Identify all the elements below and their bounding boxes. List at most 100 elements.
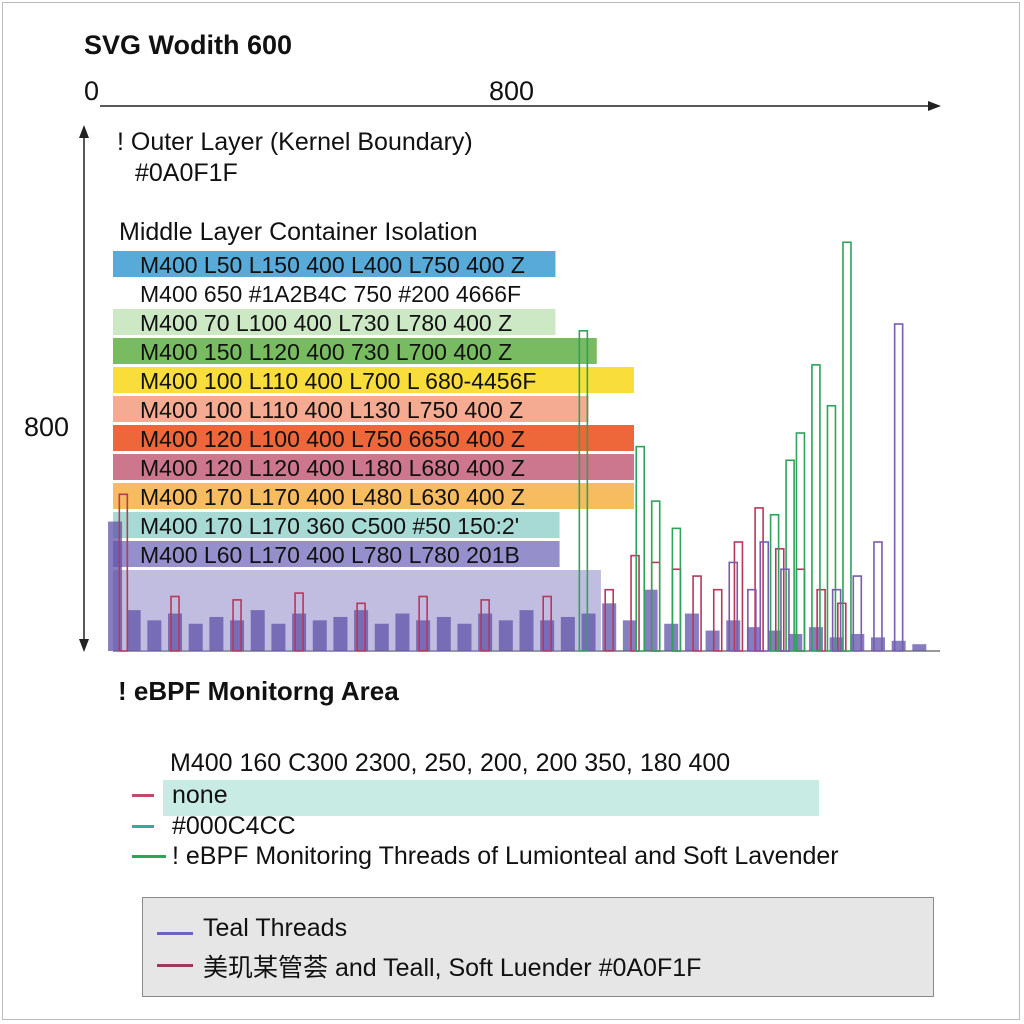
bar-s0-5 bbox=[209, 616, 224, 651]
legend-label-teal-threads: Teal Threads bbox=[203, 914, 348, 942]
bar-s0-20 bbox=[519, 610, 534, 651]
key-label-0: none bbox=[172, 781, 228, 809]
x-axis-end-label: 800 bbox=[489, 76, 535, 106]
bar-s0-4 bbox=[188, 623, 203, 651]
bar-s3-0 bbox=[728, 561, 739, 652]
bar-s1-12 bbox=[692, 575, 702, 652]
bar-s3-5 bbox=[852, 575, 863, 652]
y-axis-label: 800 bbox=[24, 412, 70, 442]
bar-s0-32 bbox=[767, 630, 782, 651]
bar-s1-8 bbox=[604, 588, 615, 652]
legend-swatch-lavender bbox=[157, 964, 193, 967]
layer-band-3 bbox=[113, 338, 597, 364]
layer-band-0 bbox=[113, 251, 556, 277]
bar-s2-3 bbox=[671, 527, 682, 652]
bar-s0-35 bbox=[829, 637, 844, 651]
key-swatch-0 bbox=[132, 794, 154, 797]
bar-s0-12 bbox=[354, 610, 369, 651]
bar-s0-37 bbox=[870, 637, 885, 651]
layer-label-4: M400 100 L110 400 L700 L 680-4456F bbox=[140, 368, 537, 394]
bar-s1-6 bbox=[480, 599, 490, 652]
outer-layer-color: #0A0F1F bbox=[135, 159, 238, 187]
bar-s1-0 bbox=[118, 493, 129, 652]
bar-s3-1 bbox=[747, 588, 757, 652]
bar-s1-9 bbox=[630, 554, 640, 652]
layer-label-8: M400 170 L170 400 L480 L630 400 Z bbox=[140, 484, 525, 510]
bar-s3-7 bbox=[893, 323, 904, 652]
layer-band-7 bbox=[113, 454, 635, 480]
key-label-2: ! eBPF Monitoring Threads of Lumionteal … bbox=[172, 842, 839, 870]
bar-s2-0 bbox=[578, 330, 589, 652]
layer-label-6: M400 120 L100 400 L750 6650 400 Z bbox=[140, 426, 525, 452]
bar-s0-31 bbox=[746, 627, 761, 651]
teal-band bbox=[163, 780, 819, 816]
bar-s0-33 bbox=[788, 633, 803, 651]
bar-s0-28 bbox=[684, 613, 699, 651]
bar-s2-6 bbox=[795, 432, 806, 652]
bar-s0-3 bbox=[168, 613, 183, 651]
bar-s2-5 bbox=[785, 459, 795, 652]
y-axis-arrow-bottom bbox=[79, 639, 89, 652]
outer-layer-note: ! Outer Layer (Kernel Boundary) bbox=[117, 128, 473, 156]
bar-s0-11 bbox=[333, 616, 348, 651]
section-title: ! eBPF Monitorng Area bbox=[118, 676, 399, 706]
x-axis-arrowhead bbox=[928, 101, 941, 111]
bar-s0-36 bbox=[850, 633, 865, 651]
bar-s2-4 bbox=[769, 513, 780, 652]
bar-s2-2 bbox=[650, 500, 661, 652]
bar-s0-6 bbox=[230, 620, 245, 651]
x-axis-start-label: 0 bbox=[84, 76, 100, 106]
bar-s0-2 bbox=[147, 620, 162, 651]
bar-s2-1 bbox=[635, 445, 646, 652]
layer-label-0: M400 L50 L150 400 L400 L750 400 Z bbox=[140, 252, 525, 278]
bar-s0-29 bbox=[705, 630, 720, 651]
layer-label-2: M400 70 L100 400 L730 L780 400 Z bbox=[140, 310, 513, 336]
key-swatch-2 bbox=[132, 855, 166, 858]
bar-s0-8 bbox=[271, 623, 286, 651]
bar-s1-7 bbox=[542, 595, 552, 652]
layer-band-8 bbox=[113, 483, 635, 509]
layer-band-5 bbox=[113, 396, 589, 422]
bar-s1-2 bbox=[232, 599, 242, 652]
bar-s0-22 bbox=[560, 616, 575, 651]
legend-swatch-teal-threads bbox=[157, 932, 193, 935]
layer-band-4 bbox=[113, 367, 635, 393]
bar-s0-1 bbox=[126, 610, 141, 651]
bar-s0-14 bbox=[395, 613, 410, 651]
path-text: M400 160 C300 2300, 250, 200, 200 350, 1… bbox=[170, 749, 731, 777]
y-axis-arrow-top bbox=[79, 125, 89, 138]
bar-s0-26 bbox=[643, 589, 658, 651]
layer-band-2 bbox=[113, 309, 556, 335]
middle-layer-note: Middle Layer Container Isolation bbox=[119, 218, 478, 246]
legend-label-lavender: 美玑某管荟 and Teall, Soft Luender #0A0F1F bbox=[203, 954, 702, 982]
bar-s1-1 bbox=[170, 595, 180, 652]
layer-label-9: M400 170 L170 360 C500 #50 150:2' bbox=[140, 513, 520, 539]
legend: Teal Threads 美玑某管荟 and Teall, Soft Luend… bbox=[142, 897, 934, 997]
bar-s1-18 bbox=[816, 588, 826, 652]
bar-s3-6 bbox=[873, 541, 883, 652]
bar-s0-10 bbox=[312, 620, 327, 651]
bar-s2-9 bbox=[842, 241, 852, 652]
bar-s0-38 bbox=[891, 640, 906, 651]
bar-s0-18 bbox=[478, 613, 493, 651]
bar-s1-5 bbox=[418, 595, 428, 652]
bar-s0-30 bbox=[726, 620, 741, 651]
bar-s0-23 bbox=[581, 613, 596, 651]
layer-label-5: M400 100 L110 400 L130 L750 400 Z bbox=[140, 397, 524, 423]
layer-label-1: M400 650 #1A2B4C 750 #200 4666F bbox=[140, 281, 522, 307]
layer-label-10: M400 L60 L170 400 L780 L780 201B bbox=[140, 542, 520, 568]
bar-s0-21 bbox=[540, 620, 555, 651]
layer-label-3: M400 150 L120 400 730 L700 400 Z bbox=[140, 339, 513, 365]
layer-band-10 bbox=[113, 541, 560, 567]
bar-s0-34 bbox=[808, 627, 823, 651]
bar-s0-13 bbox=[374, 623, 389, 651]
key-swatch-1 bbox=[132, 825, 154, 828]
bar-s0-24 bbox=[602, 603, 617, 651]
bar-s3-3 bbox=[780, 568, 790, 652]
bar-s1-15 bbox=[754, 507, 764, 652]
bar-s2-8 bbox=[826, 404, 837, 652]
bar-s0-16 bbox=[436, 616, 451, 651]
bar-s1-3 bbox=[294, 592, 304, 652]
bar-s0-9 bbox=[292, 613, 307, 651]
